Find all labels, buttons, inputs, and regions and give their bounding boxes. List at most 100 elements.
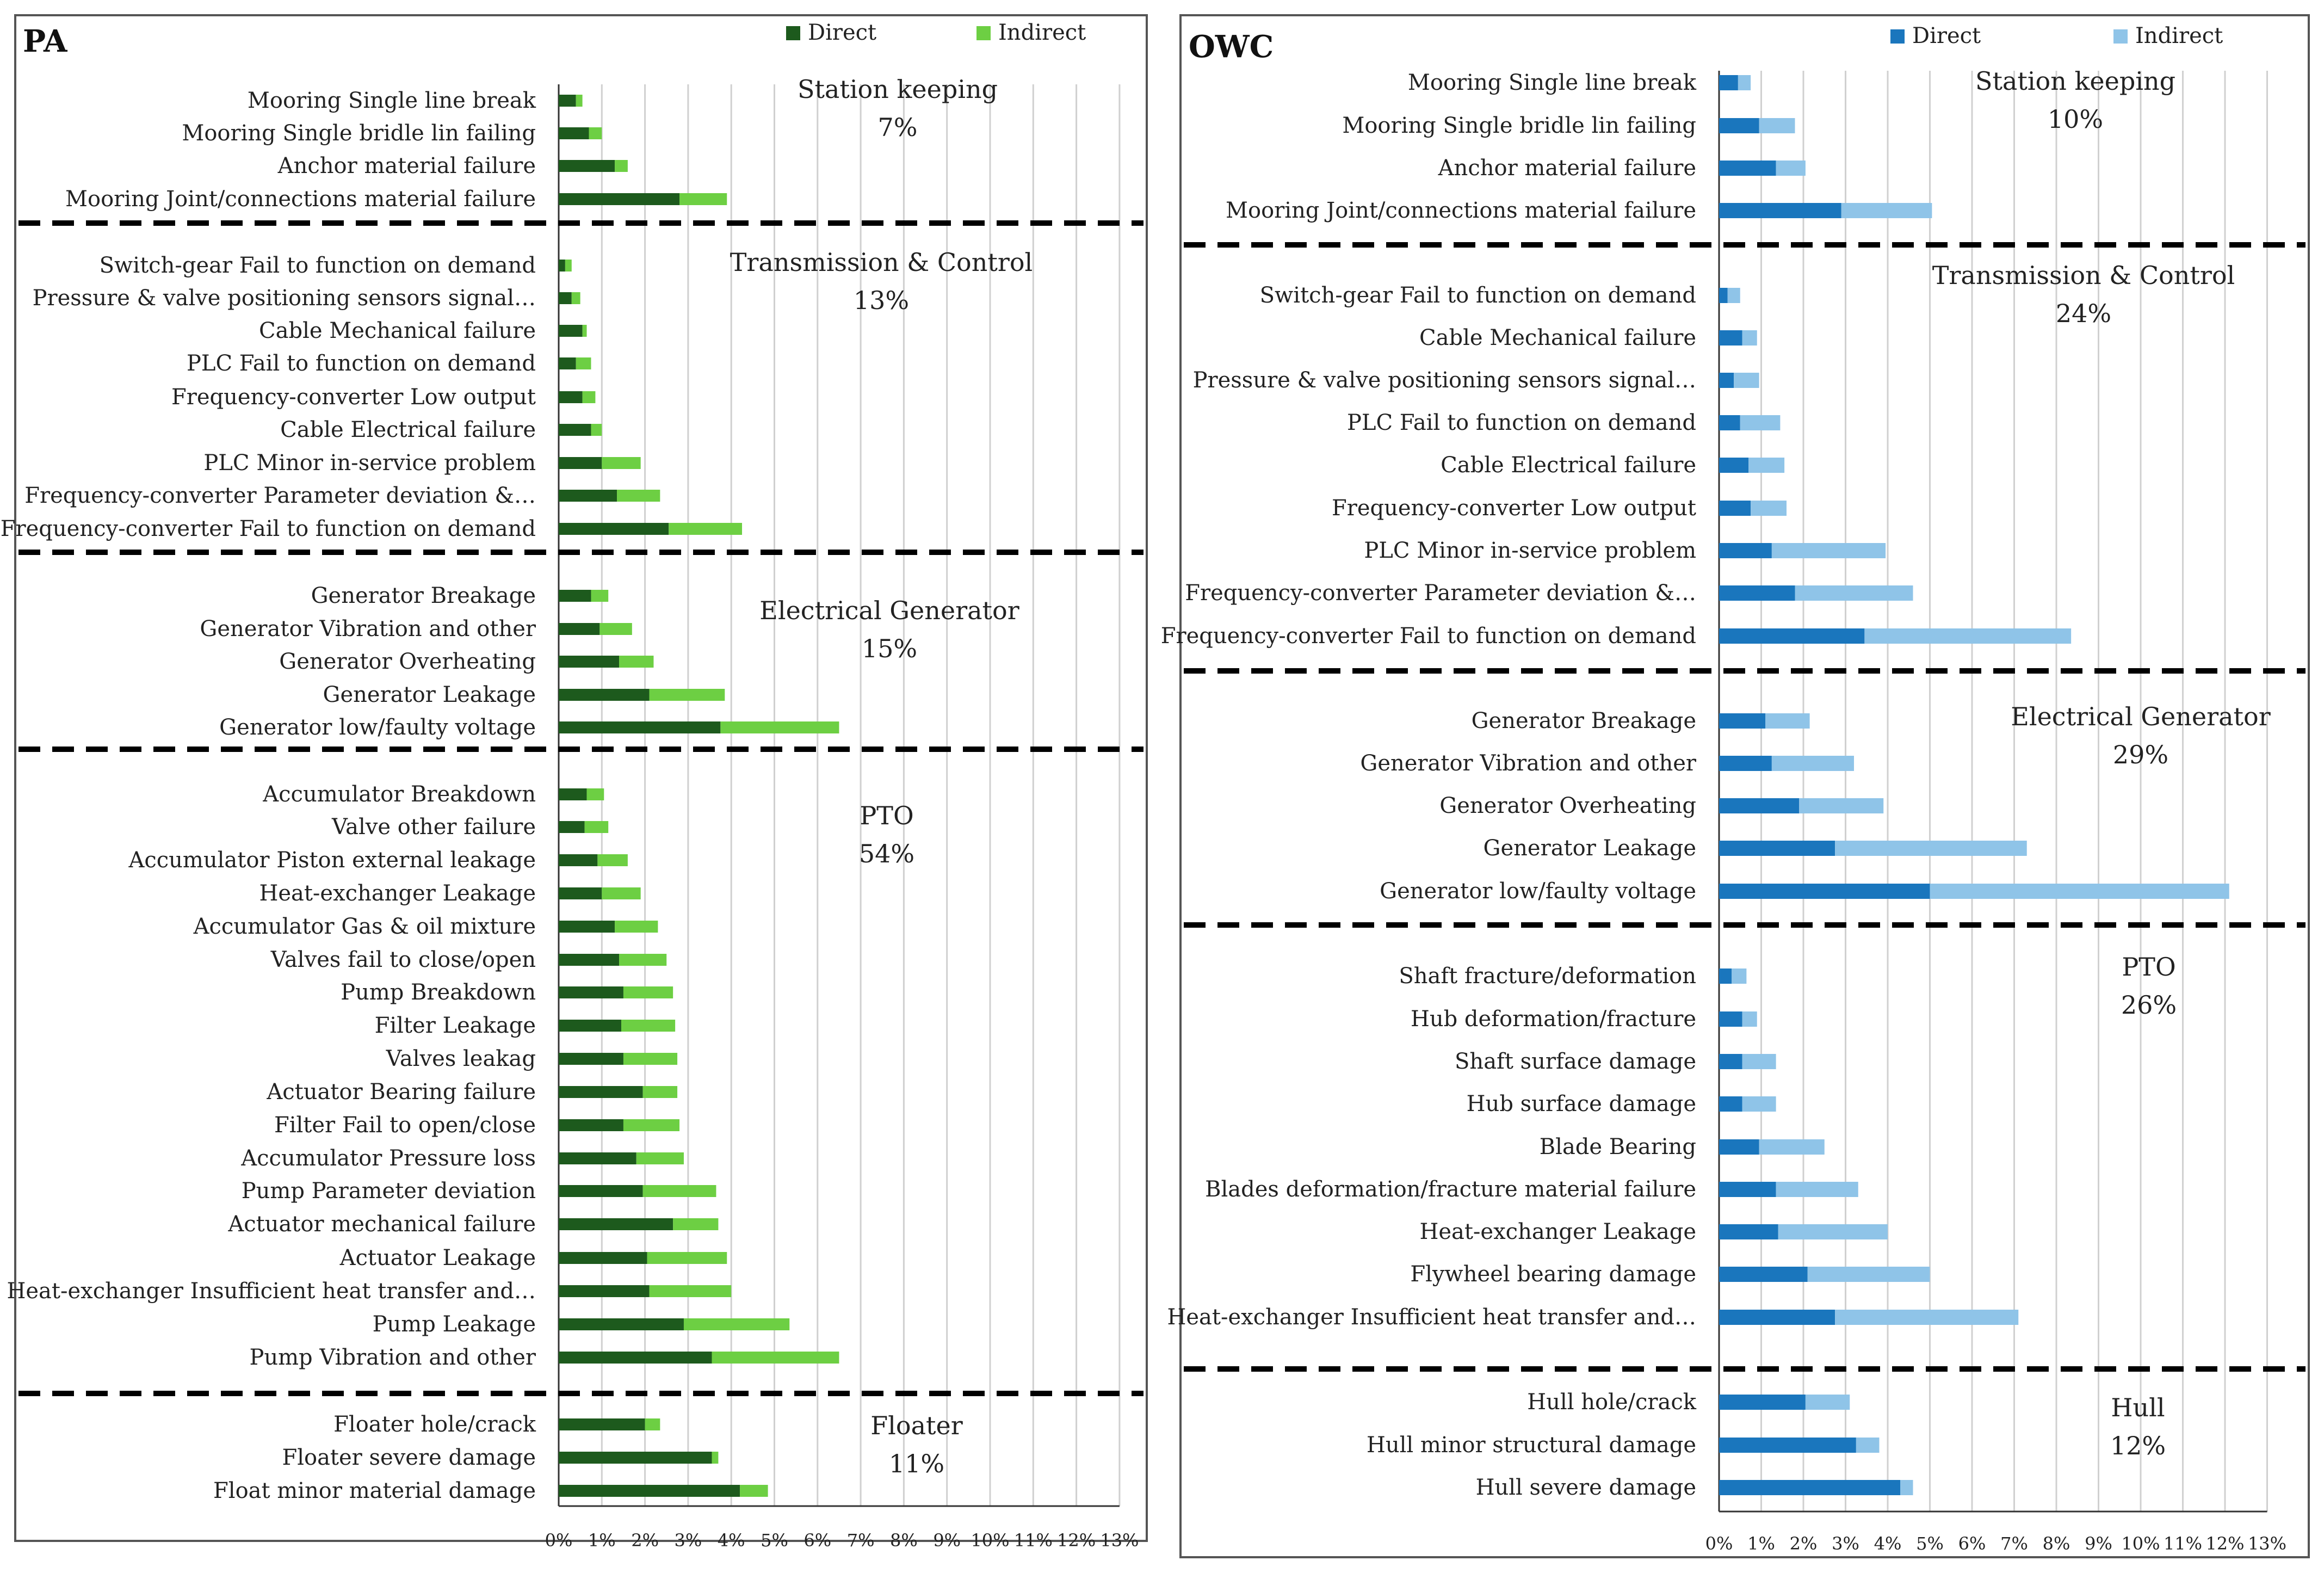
bar-indirect — [602, 887, 641, 899]
x-tick-label: 6% — [803, 1530, 831, 1551]
bar-direct — [559, 1485, 740, 1497]
bar-direct — [559, 1020, 621, 1032]
bar-indirect — [619, 656, 654, 668]
bar-label: Hull severe damage — [1476, 1475, 1696, 1500]
bar-indirect — [1742, 1096, 1776, 1112]
group-name: Transmission & Control — [1932, 261, 2235, 290]
bar-indirect — [649, 689, 725, 701]
bar-direct — [1719, 1096, 1742, 1112]
bar-direct — [559, 424, 591, 436]
bar-direct — [1719, 1267, 1808, 1282]
group-name: Electrical Generator — [2011, 702, 2270, 731]
bar-label: Hub deformation/fracture — [1411, 1007, 1696, 1032]
bar-label: Mooring Joint/connections material failu… — [1226, 198, 1696, 223]
bar-label: Anchor material failure — [1438, 156, 1696, 181]
bar-direct — [1719, 543, 1772, 558]
x-tick-label: 2% — [631, 1530, 659, 1551]
legend-swatch-direct — [786, 26, 800, 40]
bar-label: Generator low/faulty voltage — [219, 715, 536, 740]
bar-direct — [1719, 1395, 1806, 1410]
bar-label: Floater hole/crack — [333, 1412, 536, 1437]
bar-direct — [559, 788, 587, 800]
bar-indirect — [1841, 203, 1932, 218]
bar-label: Hull minor structural damage — [1367, 1433, 1696, 1458]
bar-indirect — [1835, 841, 2027, 856]
bar-direct — [559, 357, 576, 369]
bar-label: Pressure & valve positioning sensors sig… — [1193, 368, 1696, 393]
bar-label: Float minor material damage — [213, 1478, 536, 1503]
group-percent: 54% — [859, 839, 914, 868]
bar-indirect — [589, 127, 602, 139]
bar-indirect — [582, 325, 587, 337]
group-percent: 13% — [854, 286, 909, 315]
bar-indirect — [649, 1285, 732, 1297]
bar-label: Blades deformation/fracture material fai… — [1205, 1177, 1696, 1202]
bar-direct — [1719, 1139, 1759, 1155]
bar-direct — [559, 921, 615, 933]
bar-label: Heat-exchanger Leakage — [259, 881, 536, 906]
bar-direct — [559, 1418, 645, 1430]
x-tick-label: 3% — [1832, 1533, 1859, 1554]
bar-indirect — [1835, 1310, 2019, 1325]
bar-label: Actuator Bearing failure — [266, 1079, 536, 1105]
bar-indirect — [636, 1152, 684, 1164]
bar-indirect — [1795, 585, 1913, 601]
group-name: PTO — [2122, 952, 2175, 982]
bar-direct — [1719, 1224, 1778, 1239]
bar-label: Pump Breakdown — [341, 980, 536, 1005]
x-tick-label: 0% — [1705, 1533, 1733, 1554]
bar-direct — [559, 193, 680, 205]
bar-label: Accumulator Piston external leakage — [128, 848, 536, 873]
bar-label: Mooring Single line break — [248, 88, 536, 113]
bar-direct — [1719, 288, 1728, 303]
group-name: Station keeping — [798, 75, 998, 104]
bar-label: Actuator Leakage — [339, 1245, 536, 1270]
x-tick-label: 13% — [1100, 1530, 1139, 1551]
bar-indirect — [1727, 288, 1740, 303]
bar-label: Generator Leakage — [323, 682, 536, 707]
bar-indirect — [1776, 161, 1806, 176]
bar-label: Cable Electrical failure — [280, 417, 536, 442]
bar-label: Frequency-converter Fail to function on … — [1, 516, 536, 541]
bar-label: Frequency-converter Parameter deviation … — [24, 483, 536, 508]
bar-indirect — [1751, 501, 1787, 516]
chart-title: PA — [23, 23, 68, 59]
x-tick-label: 10% — [971, 1530, 1009, 1551]
bar-label: Heat-exchanger Insufficient heat transfe… — [1167, 1305, 1696, 1330]
bar-direct — [559, 1053, 623, 1065]
x-tick-label: 3% — [675, 1530, 702, 1551]
bar-indirect — [571, 292, 580, 304]
bar-indirect — [623, 1053, 678, 1065]
x-tick-label: 0% — [545, 1530, 573, 1551]
bar-indirect — [602, 457, 641, 469]
bar-indirect — [619, 954, 667, 966]
bar-indirect — [740, 1485, 768, 1497]
bar-direct — [1719, 585, 1795, 601]
bar-direct — [559, 1285, 650, 1297]
legend-label-direct: Direct — [1912, 23, 1981, 48]
bar-direct — [1719, 75, 1738, 90]
bar-direct — [559, 689, 650, 701]
bar-indirect — [1759, 1139, 1825, 1155]
bar-direct — [559, 954, 620, 966]
bar-indirect — [615, 921, 658, 933]
group-name: Floater — [870, 1411, 962, 1440]
bar-direct — [559, 490, 617, 502]
bar-indirect — [1771, 543, 1886, 558]
x-tick-label: 1% — [1747, 1533, 1775, 1554]
bar-label: Cable Mechanical failure — [1419, 325, 1696, 350]
bar-label: Generator low/faulty voltage — [1380, 879, 1696, 904]
legend-label-indirect: Indirect — [998, 20, 1086, 45]
bar-indirect — [712, 1452, 719, 1464]
bar-label: Anchor material failure — [277, 153, 536, 178]
bar-label: Switch-gear Fail to function on demand — [100, 253, 536, 278]
bar-label: Shaft fracture/deformation — [1399, 964, 1696, 989]
bar-direct — [559, 1152, 636, 1164]
bar-label: Flywheel bearing damage — [1410, 1262, 1696, 1287]
x-tick-label: 8% — [2043, 1533, 2070, 1554]
group-name: Station keeping — [1975, 66, 2175, 96]
legend-label-direct: Direct — [808, 20, 876, 45]
x-tick-label: 13% — [2248, 1533, 2286, 1554]
bar-indirect — [576, 357, 591, 369]
